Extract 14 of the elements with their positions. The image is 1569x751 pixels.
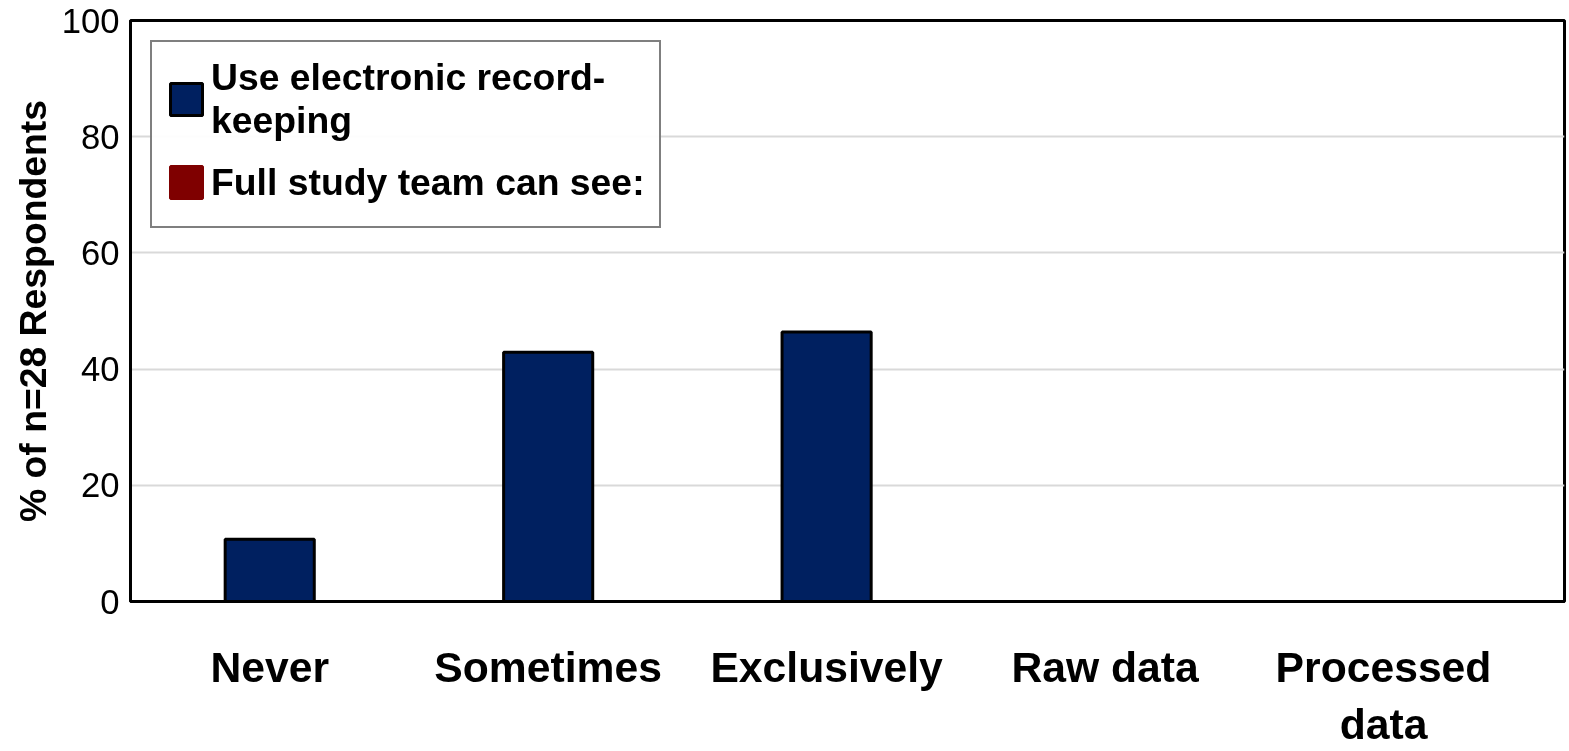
y-tick-label: 80 <box>80 117 120 156</box>
y-axis-title: % of n=28 Respondents <box>11 99 54 523</box>
y-tick-label: 40 <box>80 350 120 389</box>
x-tick-label: Sometimes <box>434 642 662 691</box>
x-tick-label: Raw data <box>1011 642 1199 691</box>
y-tick-label: 0 <box>100 582 120 621</box>
x-tick-label: Processed data <box>1275 642 1492 749</box>
y-tick-label: 100 <box>61 1 120 40</box>
y-tick-label: 60 <box>80 233 120 272</box>
x-tick-label: Exclusively <box>710 642 944 691</box>
legend-label: Full study team can see: <box>211 159 645 205</box>
legend-label: Use electronic record-keeping <box>211 56 606 142</box>
y-tick-label: 20 <box>80 466 120 505</box>
x-tick-label: Never <box>210 642 330 691</box>
